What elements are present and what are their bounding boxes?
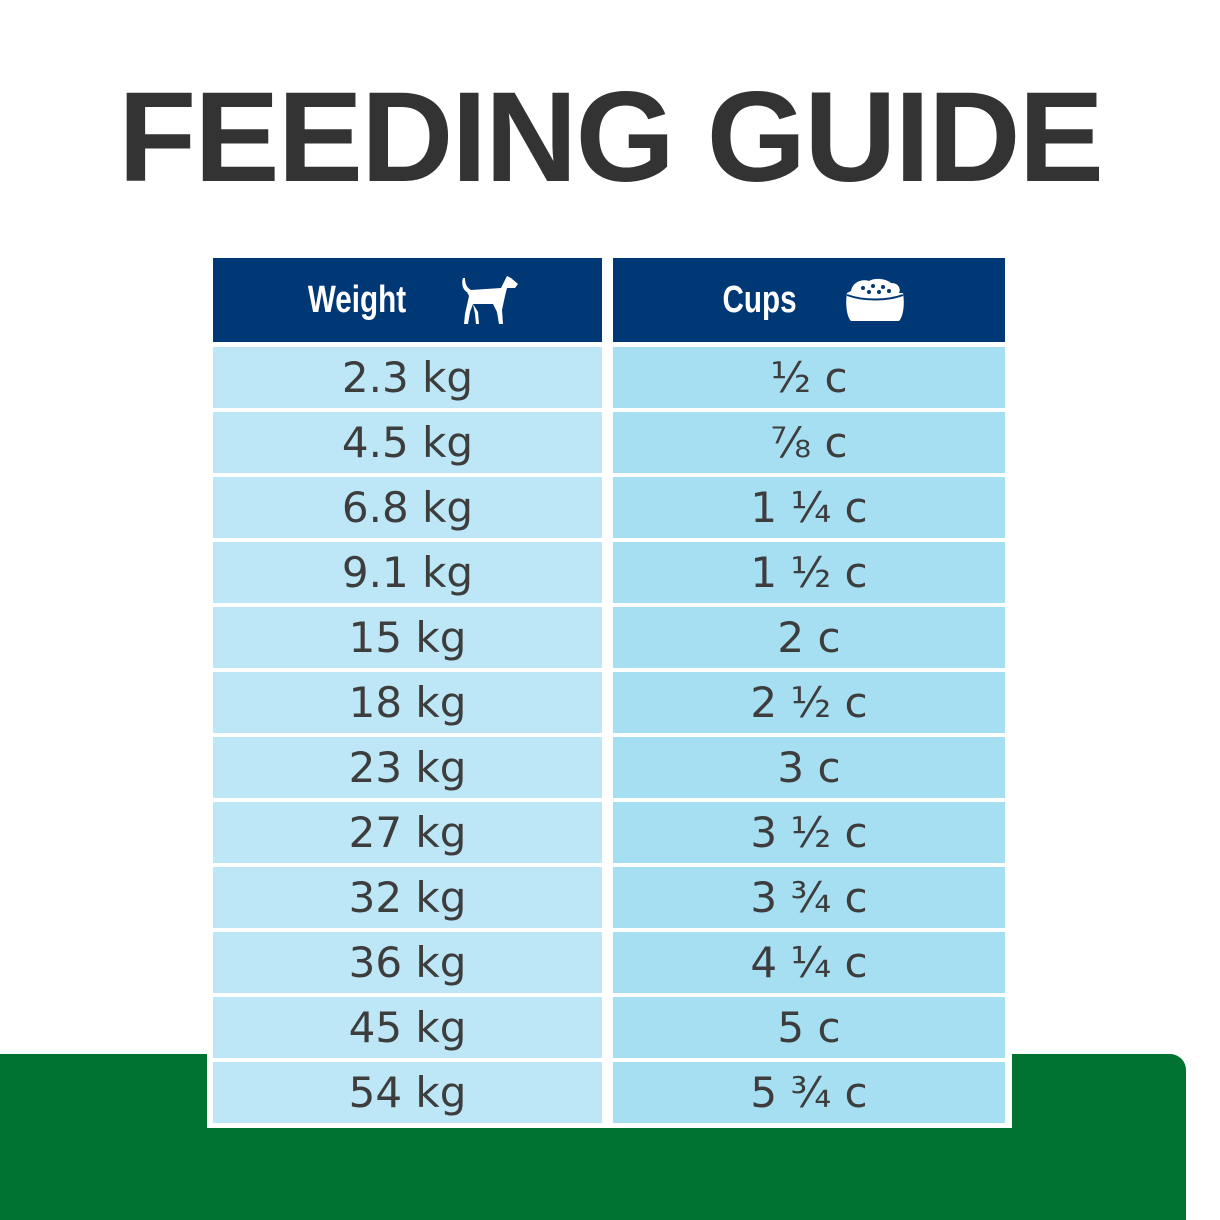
weight-cell: 27 kg: [213, 802, 602, 863]
weight-cell: 18 kg: [213, 672, 602, 733]
cups-cell: 4 ¼ c: [613, 932, 1005, 993]
page-title: FEEDING GUIDE: [118, 66, 1104, 209]
header-weight-label: Weight: [307, 278, 406, 321]
weight-cell: 15 kg: [213, 607, 602, 668]
dog-icon: [462, 276, 519, 324]
cups-cell: 3 ½ c: [613, 802, 1005, 863]
weight-cell: 32 kg: [213, 867, 602, 928]
weight-cell: 54 kg: [213, 1062, 602, 1123]
cups-cell: 5 ¾ c: [613, 1062, 1005, 1123]
cups-cell: 1 ½ c: [613, 542, 1005, 603]
cups-cell: 2 c: [613, 607, 1005, 668]
weight-cell: 45 kg: [213, 997, 602, 1058]
weight-cell: 36 kg: [213, 932, 602, 993]
cups-cell: ½ c: [613, 347, 1005, 408]
cups-cell: 3 ¾ c: [613, 867, 1005, 928]
header-cups-label: Cups: [721, 278, 797, 321]
food-bowl-icon: [845, 278, 904, 321]
weight-cell: 6.8 kg: [213, 477, 602, 538]
weight-cell: 9.1 kg: [213, 542, 602, 603]
cups-cell: 2 ½ c: [613, 672, 1005, 733]
feeding-table: Weight Cups 2.3 kg ½ c 4.5 kg ⅞ c 6.8 kg 1 ¼ …: [207, 253, 1012, 1128]
cups-cell: 1 ¼ c: [613, 477, 1005, 538]
header-cups: Cups: [613, 258, 1005, 342]
weight-cell: 23 kg: [213, 737, 602, 798]
cups-cell: 3 c: [613, 737, 1005, 798]
weight-cell: 2.3 kg: [213, 347, 602, 408]
cups-cell: ⅞ c: [613, 412, 1005, 473]
header-weight: Weight: [213, 258, 602, 342]
weight-cell: 4.5 kg: [213, 412, 602, 473]
cups-cell: 5 c: [613, 997, 1005, 1058]
